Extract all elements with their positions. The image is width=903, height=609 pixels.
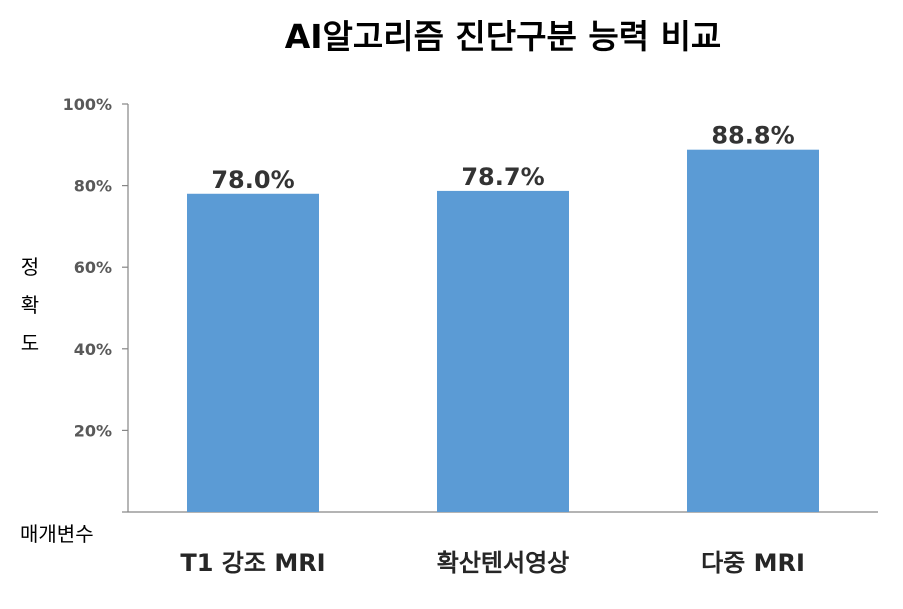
bar xyxy=(687,149,819,513)
data-labels: 78.0% 78.7% 88.8% xyxy=(211,122,794,194)
x-axis-label: 매개변수 xyxy=(20,522,94,546)
bar xyxy=(187,193,319,512)
data-label: 88.8% xyxy=(711,122,794,150)
y-tick-label: 80% xyxy=(74,177,112,196)
data-label: 78.0% xyxy=(211,166,294,194)
y-tick-label: 100% xyxy=(63,95,112,114)
y-tick-label: 60% xyxy=(74,258,112,277)
data-label: 78.7% xyxy=(461,163,544,191)
bar xyxy=(437,190,569,513)
category-labels: T1 강조 MRI 확산텐서영상 다중 MRI xyxy=(180,549,805,577)
category-label: T1 강조 MRI xyxy=(180,549,325,577)
chart-title: AI알고리즘 진단구분 능력 비교 xyxy=(285,17,722,56)
y-tick-label: 20% xyxy=(74,421,112,440)
category-label: 확산텐서영상 xyxy=(437,549,569,577)
y-tick-label: 40% xyxy=(74,340,112,359)
bars xyxy=(187,149,819,513)
y-axis: 20% 40% 60% 80% 100% xyxy=(63,95,129,512)
category-label: 다중 MRI xyxy=(701,549,805,577)
